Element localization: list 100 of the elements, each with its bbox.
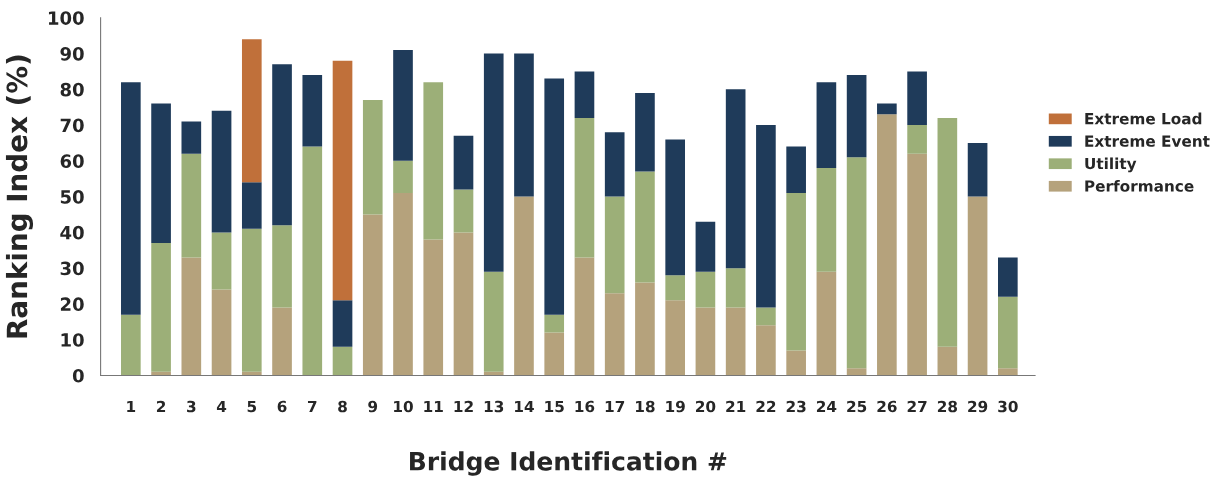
bar: [967, 196, 988, 376]
bar: [241, 228, 262, 372]
bar: [877, 114, 897, 376]
x-tick-label: 23: [786, 400, 806, 413]
bar: [453, 189, 474, 233]
y-tick-label: 70: [60, 118, 84, 133]
bar: [877, 103, 897, 115]
bar: [846, 75, 867, 158]
legend-label: Performance: [1085, 180, 1194, 192]
y-tick-label: 10: [61, 333, 84, 347]
bar: [635, 92, 655, 172]
bar: [241, 182, 262, 229]
bar: [453, 232, 474, 376]
x-tick-label: 13: [484, 400, 504, 413]
bar: [483, 53, 504, 272]
bar: [786, 193, 806, 351]
bar: [816, 82, 837, 168]
bar: [544, 314, 565, 333]
bar: [302, 75, 323, 147]
x-tick-label: 7: [307, 400, 317, 413]
bar: [332, 346, 353, 376]
bar: [998, 296, 1018, 369]
bar: [967, 142, 988, 197]
x-tick-label: 17: [605, 400, 625, 413]
x-tick-label: 18: [636, 400, 655, 413]
x-tick-label: 15: [545, 400, 564, 413]
bar: [423, 82, 444, 240]
bar: [272, 307, 292, 376]
bar: [604, 132, 625, 197]
bar: [362, 100, 383, 215]
bar: [998, 368, 1018, 376]
x-tick-label: 24: [816, 400, 837, 413]
bar: [121, 314, 141, 376]
x-tick-label: 6: [277, 400, 287, 413]
x-tick-label: 19: [666, 400, 685, 413]
y-tick-label: 80: [60, 82, 84, 97]
bar: [907, 125, 927, 154]
bar: [393, 193, 413, 376]
bar: [998, 257, 1018, 297]
y-tick-label: 90: [60, 47, 84, 61]
x-tick-label: 25: [847, 400, 867, 413]
bar: [604, 293, 625, 376]
bar: [846, 368, 867, 376]
bar: [574, 71, 595, 118]
bar: [393, 49, 413, 161]
bar: [786, 146, 806, 194]
bar: [907, 71, 927, 126]
bar: [332, 60, 353, 301]
bar: [121, 82, 141, 315]
bar: [574, 117, 595, 258]
x-tick-label: 22: [756, 400, 776, 413]
bar: [665, 139, 686, 276]
bar: [272, 64, 292, 226]
y-tick-label: 100: [48, 11, 84, 25]
bar: [937, 346, 958, 376]
x-tick-label: 29: [968, 400, 988, 413]
x-tick-label: 30: [998, 400, 1018, 413]
y-tick-label: 40: [60, 225, 84, 240]
x-tick-label: 16: [575, 400, 595, 413]
x-tick-label: 21: [726, 400, 746, 413]
bar: [695, 271, 716, 308]
bar: [665, 275, 686, 301]
bar: [574, 257, 595, 376]
bar: [544, 332, 565, 376]
x-tick-label: 26: [877, 400, 897, 413]
x-tick-label: 8: [338, 400, 347, 413]
x-tick-label: 4: [216, 400, 227, 413]
bar: [211, 289, 232, 376]
y-tick-label: 30: [60, 261, 84, 276]
bar: [211, 110, 232, 233]
y-axis-title: Ranking Index (%): [5, 55, 34, 338]
bar: [635, 282, 655, 376]
x-tick-label: 2: [156, 400, 166, 413]
legend-label: Utility: [1085, 157, 1137, 173]
bar: [544, 78, 565, 315]
bar: [332, 300, 353, 347]
bar: [907, 153, 927, 376]
bar: [302, 146, 323, 376]
bar: [181, 257, 202, 376]
bar: [151, 243, 171, 372]
x-tick-label: 27: [907, 400, 927, 413]
bar: [423, 239, 444, 376]
bar: [846, 157, 867, 369]
bar: [272, 225, 292, 308]
bar: [725, 307, 746, 376]
bar: [362, 214, 383, 376]
bar: [937, 117, 958, 347]
x-tick-label: 14: [515, 400, 534, 413]
legend-label: Extreme Event: [1085, 135, 1210, 147]
bar: [514, 53, 534, 197]
bar: [756, 307, 776, 326]
x-tick-label: 28: [937, 400, 958, 413]
bar: [725, 89, 746, 269]
y-tick-label: 20: [60, 297, 84, 312]
x-tick-label: 10: [394, 400, 413, 413]
bar: [211, 232, 232, 290]
bar: [181, 121, 202, 154]
bar: [483, 271, 504, 372]
legend-label: Extreme Load: [1085, 112, 1202, 125]
bar: [725, 268, 746, 308]
